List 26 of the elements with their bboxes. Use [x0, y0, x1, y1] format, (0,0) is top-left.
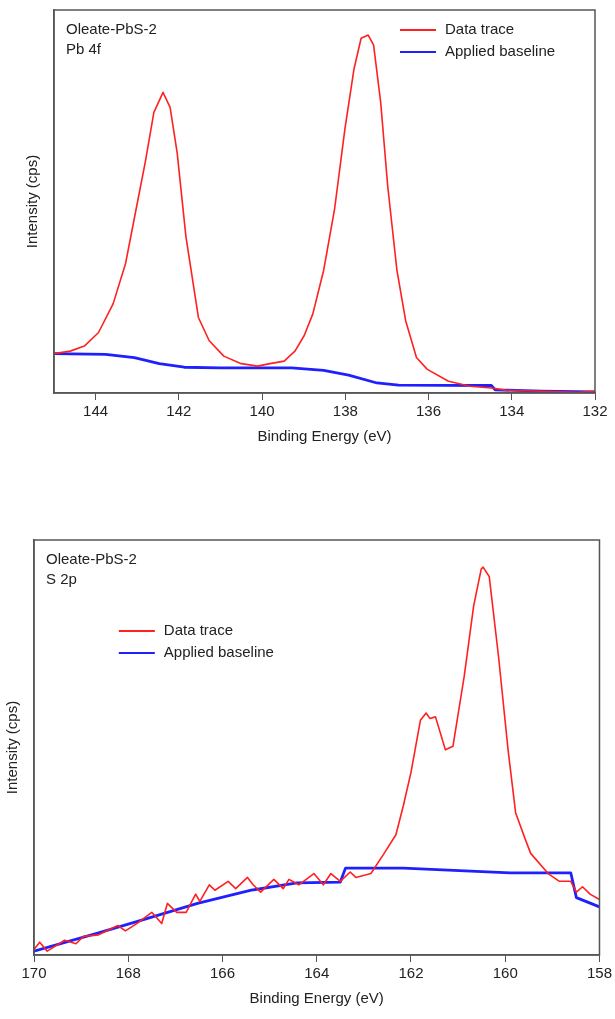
x-tick-label: 138 — [332, 402, 358, 420]
x-tick-label: 168 — [115, 964, 141, 982]
x-tick-label: 142 — [166, 402, 192, 420]
x-tick-label: 140 — [249, 402, 275, 420]
chart-subtitle: Pb 4f — [66, 39, 102, 57]
x-tick-label: 162 — [398, 964, 424, 982]
x-tick-label: 132 — [582, 402, 608, 420]
x-axis-title: Binding Energy (eV) — [257, 427, 392, 445]
x-tick-label: 158 — [586, 964, 612, 982]
legend-label: Applied baseline — [445, 41, 556, 59]
chart-title: Oleate-PbS-2 — [46, 549, 137, 567]
x-tick-label: 134 — [499, 402, 525, 420]
legend-label: Data trace — [445, 19, 515, 37]
x-tick-label: 136 — [416, 402, 442, 420]
chart-subtitle: S 2p — [46, 569, 77, 587]
legend-label: Applied baseline — [163, 642, 274, 660]
y-axis-title: Intensity (cps) — [23, 154, 41, 249]
x-axis-title: Binding Energy (eV) — [249, 989, 384, 1007]
x-tick-label: 166 — [209, 964, 236, 982]
x-tick-label: 160 — [492, 964, 518, 982]
y-axis-title: Intensity (cps) — [3, 700, 21, 795]
x-tick-label: 164 — [304, 964, 330, 982]
legend-label: Data trace — [163, 620, 234, 638]
chart-title: Oleate-PbS-2 — [66, 19, 157, 37]
x-tick-label: 170 — [21, 964, 47, 982]
x-tick-label: 144 — [83, 402, 109, 420]
